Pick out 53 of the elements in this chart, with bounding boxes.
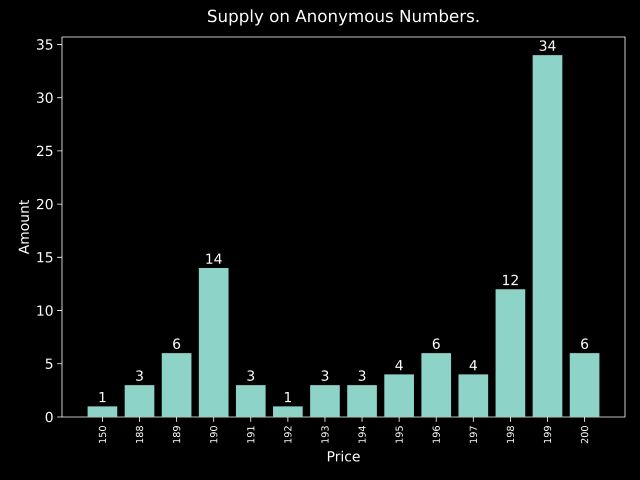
bar	[496, 289, 526, 417]
bar	[384, 374, 414, 417]
x-tick-label: 196	[432, 426, 440, 443]
y-tick-label: 35	[36, 39, 52, 50]
x-tick-label: 194	[358, 426, 366, 443]
x-tick-label: 195	[395, 426, 403, 443]
bar	[236, 385, 266, 417]
data-label: 3	[136, 370, 143, 381]
data-label: 4	[395, 360, 403, 370]
x-tick-label: 200	[580, 426, 588, 444]
data-label: 34	[540, 40, 556, 51]
x-tick-label: 193	[321, 426, 329, 443]
bar	[88, 406, 118, 417]
data-label: 6	[432, 338, 440, 349]
data-label: 14	[206, 254, 222, 264]
bar	[570, 353, 600, 417]
y-tick-label: 5	[46, 358, 52, 369]
bar	[162, 353, 192, 417]
y-tick-label: 10	[37, 305, 53, 316]
x-tick-label: 192	[284, 426, 292, 443]
data-label: 12	[503, 274, 518, 286]
data-label: 3	[322, 370, 328, 381]
x-tick-label: 190	[210, 426, 218, 443]
y-tick-label: 30	[36, 92, 53, 103]
data-label: 6	[173, 338, 180, 349]
bar	[310, 385, 340, 417]
x-axis-title: Price	[328, 450, 360, 462]
bar	[421, 353, 452, 417]
x-tick-label: 199	[544, 426, 552, 443]
y-tick-label: 0	[46, 412, 53, 422]
y-tick-label: 15	[37, 252, 52, 263]
data-label: 1	[100, 392, 106, 402]
data-label: 6	[581, 338, 588, 349]
bar	[124, 385, 154, 417]
bar	[347, 385, 377, 417]
bar	[198, 268, 229, 417]
y-tick-label: 20	[36, 198, 53, 210]
x-tick-label: 188	[136, 426, 144, 443]
data-label: 4	[470, 360, 477, 370]
x-tick-label: 189	[172, 426, 180, 443]
x-tick-label: 150	[98, 426, 106, 443]
y-tick-label: 25	[36, 146, 52, 156]
y-axis-title: Amount	[18, 200, 30, 254]
bar	[532, 55, 562, 417]
data-label: 1	[284, 392, 292, 402]
x-tick-label: 197	[470, 426, 477, 443]
chart-title: Supply on Anonymous Numbers.	[208, 9, 478, 26]
bar	[458, 374, 488, 417]
data-label: 3	[247, 370, 254, 381]
bar	[273, 406, 303, 417]
data-label: 3	[358, 370, 366, 381]
x-tick-label: 191	[247, 426, 254, 443]
x-tick-label: 198	[506, 426, 514, 443]
